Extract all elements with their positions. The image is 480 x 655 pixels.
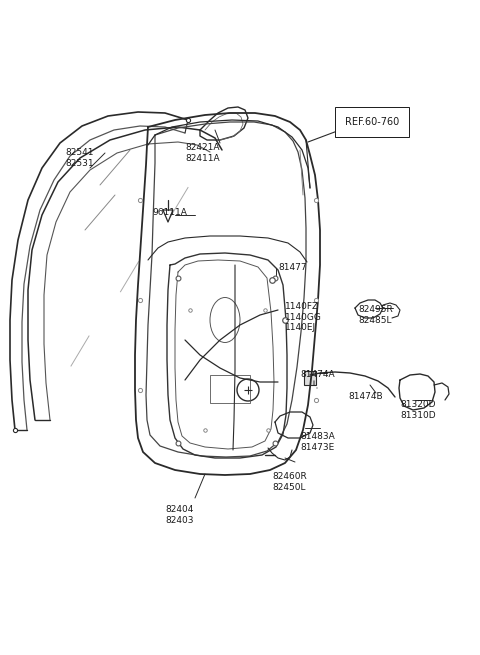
Text: 96111A: 96111A — [152, 208, 187, 217]
Text: 81483A
81473E: 81483A 81473E — [300, 432, 335, 452]
Text: 82404
82403: 82404 82403 — [165, 505, 193, 525]
Text: 82421A
82411A: 82421A 82411A — [185, 143, 220, 162]
Text: 82541
82531: 82541 82531 — [65, 148, 94, 168]
FancyBboxPatch shape — [304, 371, 316, 385]
Text: 81474B: 81474B — [348, 392, 383, 401]
Text: REF.60-760: REF.60-760 — [345, 117, 399, 127]
Text: 1140FZ
1140GG
1140EJ: 1140FZ 1140GG 1140EJ — [285, 302, 322, 333]
Text: 81474A: 81474A — [300, 370, 335, 379]
Text: 81477: 81477 — [278, 263, 307, 272]
Text: 81320D
81310D: 81320D 81310D — [400, 400, 436, 420]
Text: 82460R
82450L: 82460R 82450L — [272, 472, 307, 492]
Text: 82495R
82485L: 82495R 82485L — [358, 305, 393, 325]
Bar — [210, 375, 250, 403]
